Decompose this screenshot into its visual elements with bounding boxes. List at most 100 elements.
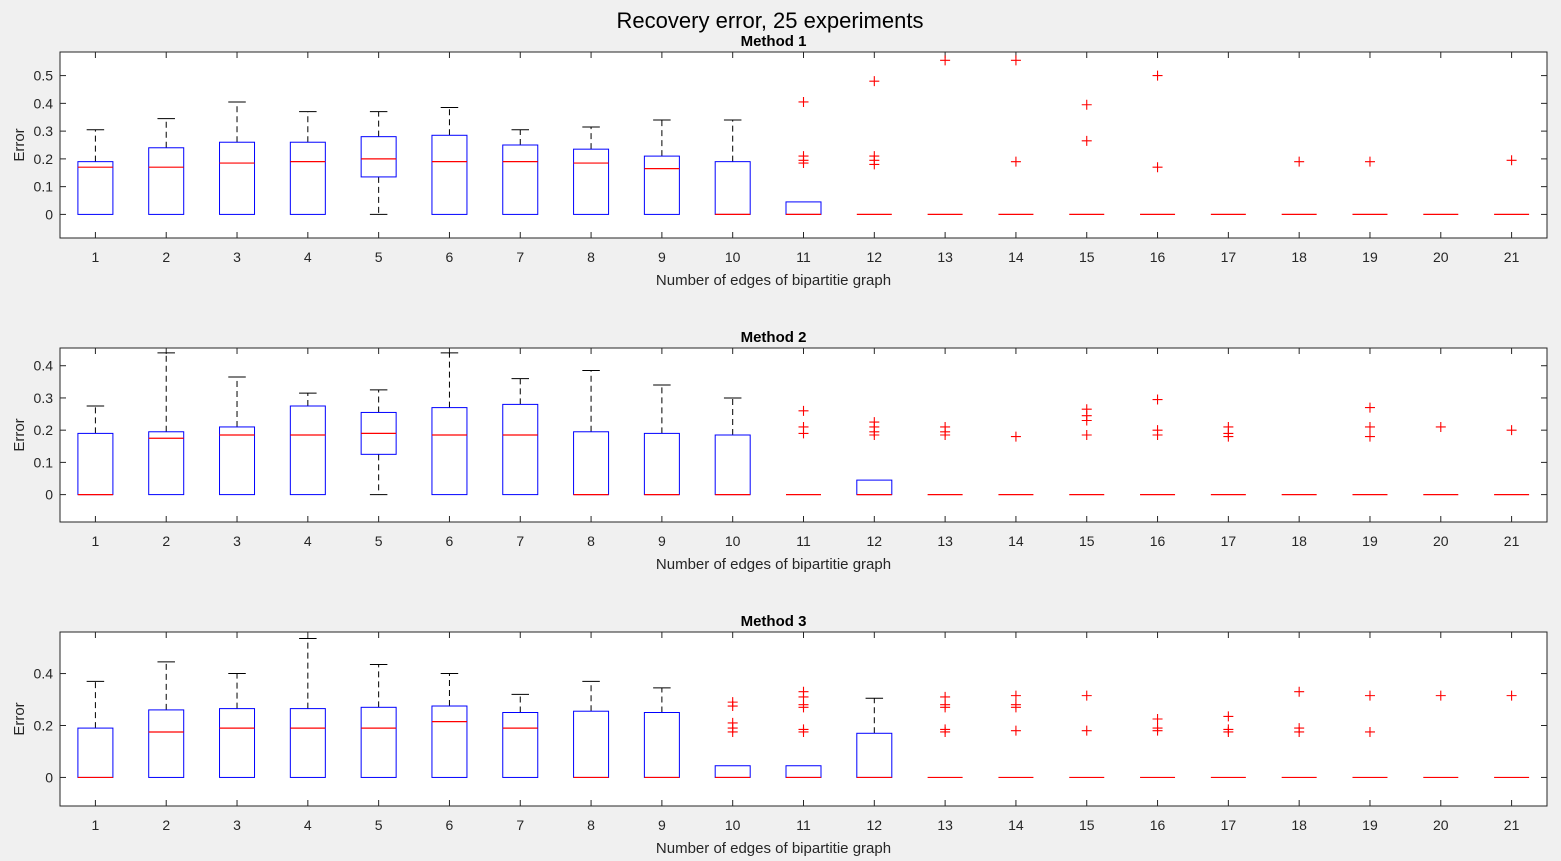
outlier-marker	[1435, 690, 1446, 701]
outlier-marker	[940, 430, 951, 440]
x-tick-label: 16	[1150, 533, 1166, 549]
box-8	[573, 680, 610, 779]
x-tick-label: 19	[1362, 817, 1378, 833]
x-tick-label: 8	[587, 249, 595, 265]
iqr-box	[289, 405, 326, 496]
box-17	[1210, 421, 1246, 496]
outlier-marker	[1081, 430, 1092, 440]
iqr-box	[219, 708, 256, 778]
x-axis-label: Number of edges of bipartitie graph	[656, 840, 891, 857]
x-tick-label: 1	[92, 817, 100, 833]
box-14	[998, 55, 1034, 216]
x-tick-label: 9	[658, 249, 666, 265]
box-6	[431, 352, 468, 496]
x-tick-label: 7	[516, 817, 524, 833]
x-tick-label: 1	[92, 533, 100, 549]
outlier-marker	[1152, 725, 1163, 736]
box-5	[360, 111, 397, 215]
outlier-marker	[1010, 431, 1021, 442]
box-13	[927, 421, 963, 496]
box-14	[998, 431, 1034, 496]
iqr-box	[431, 407, 468, 496]
x-tick-label: 10	[725, 533, 741, 549]
outlier-marker	[1010, 55, 1021, 66]
iqr-box	[289, 708, 326, 778]
box-19	[1352, 156, 1388, 216]
x-tick-label: 13	[937, 533, 953, 549]
y-tick-label: 0	[45, 206, 53, 222]
box-14	[998, 690, 1034, 779]
x-tick-label: 2	[162, 533, 170, 549]
x-tick-label: 13	[937, 249, 953, 265]
box-2	[148, 352, 185, 496]
outlier-marker	[798, 158, 809, 169]
box-10	[714, 697, 751, 779]
x-tick-label: 11	[796, 817, 811, 833]
x-tick-label: 19	[1362, 533, 1378, 549]
outlier-marker	[1010, 725, 1021, 736]
box-15	[1069, 690, 1105, 779]
outlier-marker	[1152, 714, 1163, 724]
iqr-box	[431, 705, 468, 778]
x-tick-label: 17	[1221, 533, 1237, 549]
y-tick-label: 0.1	[34, 454, 54, 470]
box-13	[927, 691, 963, 779]
outlier-marker	[1081, 135, 1092, 146]
box-21	[1494, 155, 1530, 216]
x-tick-label: 3	[233, 817, 241, 833]
x-tick-label: 21	[1504, 249, 1520, 265]
iqr-box	[148, 431, 185, 496]
box-2	[148, 118, 185, 215]
x-tick-label: 3	[233, 533, 241, 549]
outlier-marker	[1223, 711, 1234, 722]
y-tick-label: 0	[45, 769, 53, 785]
y-axis-label: Error	[11, 418, 28, 451]
x-tick-label: 6	[446, 249, 454, 265]
outlier-marker	[1152, 394, 1163, 405]
outlier-marker	[1081, 725, 1092, 736]
box-17	[1210, 711, 1246, 779]
iqr-box	[148, 709, 185, 778]
subplot-2: Method 200.10.20.30.41 2 3 4 5 6 7 8 9 10 11 12 13 14…	[11, 329, 1548, 573]
outlier-marker	[1506, 155, 1517, 166]
x-tick-label: 16	[1150, 817, 1166, 833]
box-5	[360, 663, 397, 778]
x-tick-label: 18	[1291, 249, 1307, 265]
x-tick-label: 2	[162, 817, 170, 833]
iqr-box	[502, 712, 539, 778]
x-tick-label: 9	[658, 817, 666, 833]
x-tick-label: 12	[867, 249, 883, 265]
outlier-marker	[1010, 156, 1021, 167]
box-4	[289, 637, 326, 778]
iqr-box	[360, 136, 397, 178]
box-15	[1069, 99, 1105, 216]
outlier-marker	[727, 701, 738, 712]
iqr-box	[219, 426, 256, 496]
x-axis-label: Number of edges of bipartitie graph	[656, 556, 891, 573]
x-tick-label: 15	[1079, 533, 1095, 549]
x-tick-label: 4	[304, 533, 312, 549]
box-1	[77, 129, 114, 215]
outlier-marker	[940, 702, 951, 713]
axes-frame	[59, 347, 1548, 523]
box-8	[573, 126, 610, 215]
iqr-box	[219, 141, 256, 215]
iqr-box	[431, 134, 468, 215]
iqr-box	[502, 403, 539, 496]
outlier-marker	[1364, 690, 1375, 701]
outlier-marker	[1223, 726, 1234, 737]
x-tick-label: 8	[587, 533, 595, 549]
box-16	[1140, 394, 1176, 496]
subplot-title: Method 1	[741, 33, 807, 50]
x-tick-label: 10	[725, 817, 741, 833]
y-tick-label: 0.2	[34, 717, 54, 733]
x-tick-label: 21	[1504, 817, 1520, 833]
outlier-marker	[1364, 726, 1375, 737]
x-tick-label: 17	[1221, 249, 1237, 265]
axes-frame	[59, 51, 1548, 239]
x-tick-label: 8	[587, 817, 595, 833]
y-tick-label: 0.4	[34, 666, 54, 682]
box-16	[1140, 714, 1176, 779]
x-tick-label: 18	[1291, 533, 1307, 549]
subplot-title: Method 2	[741, 329, 807, 346]
